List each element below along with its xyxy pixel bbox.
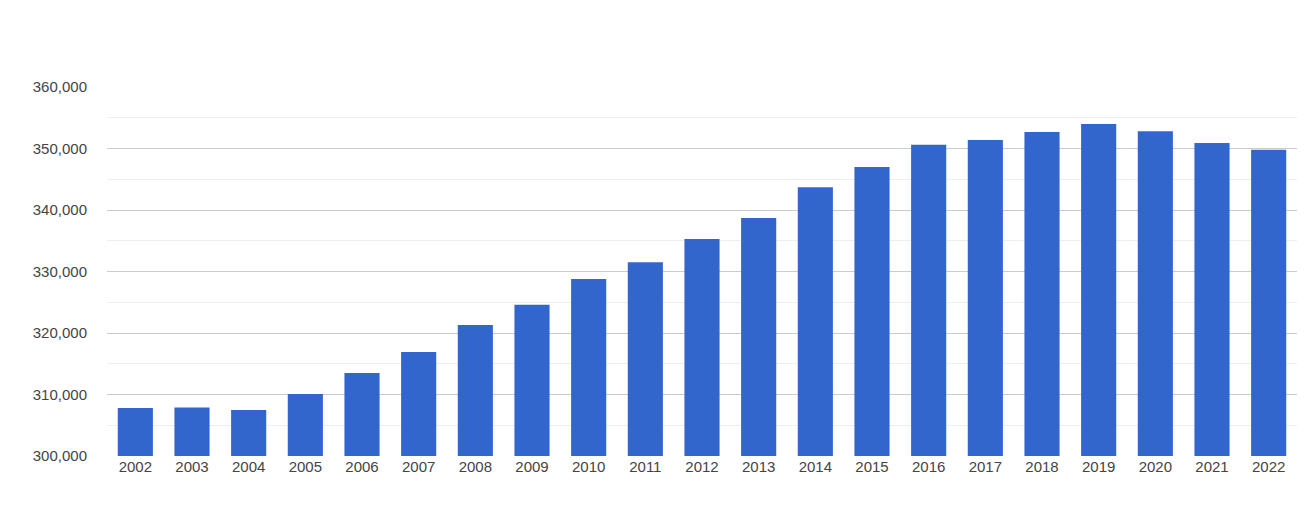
svg-text:330,000: 330,000: [33, 263, 87, 280]
svg-text:350,000: 350,000: [33, 140, 87, 157]
svg-text:2009: 2009: [515, 458, 548, 475]
svg-text:2016: 2016: [912, 458, 945, 475]
svg-text:2014: 2014: [799, 458, 832, 475]
svg-text:360,000: 360,000: [33, 78, 87, 95]
svg-text:2008: 2008: [459, 458, 492, 475]
svg-text:2012: 2012: [685, 458, 718, 475]
svg-text:2021: 2021: [1195, 458, 1228, 475]
svg-text:2003: 2003: [175, 458, 208, 475]
svg-text:2007: 2007: [402, 458, 435, 475]
svg-text:300,000: 300,000: [33, 447, 87, 464]
svg-text:320,000: 320,000: [33, 324, 87, 341]
svg-text:2011: 2011: [629, 458, 661, 475]
svg-text:340,000: 340,000: [33, 201, 87, 218]
svg-text:2022: 2022: [1252, 458, 1285, 475]
svg-text:2017: 2017: [969, 458, 1002, 475]
svg-text:2018: 2018: [1025, 458, 1058, 475]
svg-text:2006: 2006: [345, 458, 378, 475]
svg-text:2010: 2010: [572, 458, 605, 475]
svg-text:310,000: 310,000: [33, 386, 87, 403]
svg-text:2004: 2004: [232, 458, 265, 475]
svg-text:2013: 2013: [742, 458, 775, 475]
svg-text:2019: 2019: [1082, 458, 1115, 475]
svg-text:2002: 2002: [119, 458, 152, 475]
svg-text:2005: 2005: [289, 458, 322, 475]
svg-text:2015: 2015: [855, 458, 888, 475]
svg-text:2020: 2020: [1139, 458, 1172, 475]
